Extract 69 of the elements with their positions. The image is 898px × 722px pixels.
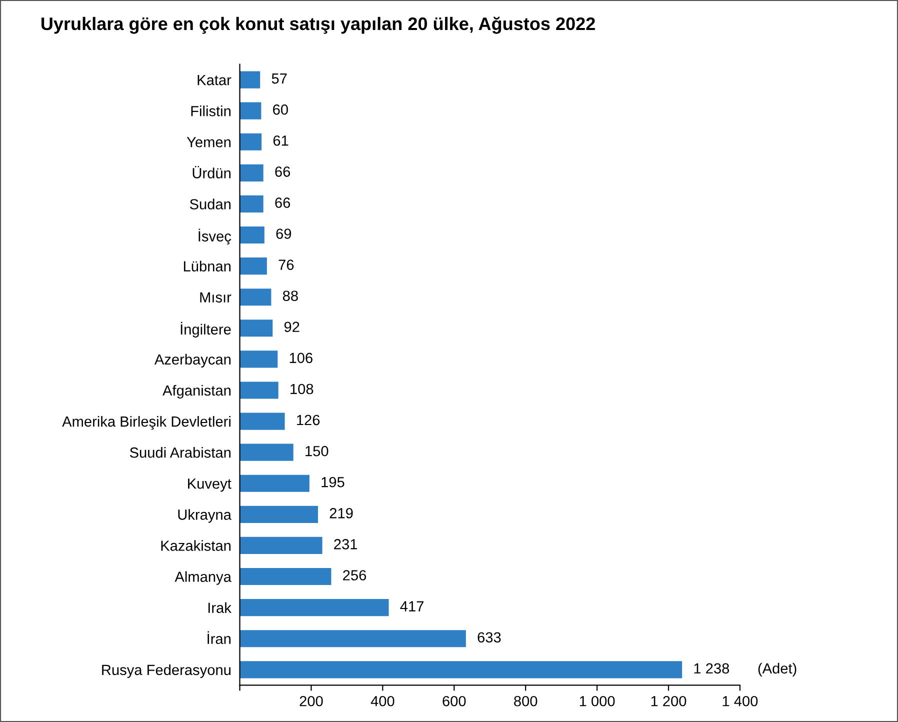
x-tick-label: 1 200 <box>651 696 686 706</box>
bar <box>240 288 272 306</box>
text: (Adet) <box>758 662 796 676</box>
bar <box>240 506 318 523</box>
x-tick-label: 200 <box>300 696 323 706</box>
data-label: 256 <box>343 570 366 580</box>
bar <box>240 164 264 182</box>
y-tick-label: Irak <box>208 602 232 613</box>
y-tick-label: Mısır <box>200 292 232 303</box>
data-label: 633 <box>478 632 501 643</box>
bar <box>240 474 310 492</box>
data-label: 92 <box>284 322 300 332</box>
bar <box>240 320 273 337</box>
bar <box>240 133 262 150</box>
bar <box>240 71 260 88</box>
bar <box>240 444 294 461</box>
bar <box>240 630 466 648</box>
bar <box>240 599 389 616</box>
bar <box>240 195 264 213</box>
y-tick-label: Azerbaycan <box>154 354 230 368</box>
data-label: 108 <box>290 384 314 394</box>
y-tick-label: Rusya Federasyonu <box>102 664 230 678</box>
bar <box>240 258 267 275</box>
data-label: 69 <box>276 228 292 239</box>
x-tick-label: 800 <box>514 696 538 706</box>
x-tick-label: 1 000 <box>580 696 615 706</box>
bar <box>240 412 285 430</box>
x-tick-label: 1 400 <box>722 696 758 706</box>
bar <box>240 102 262 120</box>
y-tick-label: Filistin <box>191 106 230 116</box>
data-label: 150 <box>306 446 328 456</box>
y-tick-label: Ürdün <box>192 166 230 178</box>
y-tick-label: Almanya <box>174 571 232 585</box>
data-label: 1 238 <box>694 663 730 674</box>
x-tick-label: 400 <box>370 696 394 706</box>
y-tick-label: Suudi Arabistan <box>130 447 230 458</box>
data-label: 219 <box>330 508 353 518</box>
data-label: 66 <box>275 166 290 177</box>
y-tick-label: Katar <box>198 75 232 86</box>
x-tick-label: 600 <box>442 696 466 706</box>
y-tick-label: Afganistan <box>162 384 230 399</box>
data-label: 126 <box>297 414 320 426</box>
chart-title: Uyruklara göre en çok konut satışı yapılan 20 ülke, Ağustos 2022 <box>41 16 595 34</box>
data-label: 61 <box>273 135 288 146</box>
bar <box>240 350 278 368</box>
data-label: 417 <box>400 601 424 612</box>
y-tick-label: Kuveyt <box>188 478 232 492</box>
bar <box>240 226 264 244</box>
data-label: 88 <box>282 290 298 302</box>
y-tick-label: Lübnan <box>184 260 230 272</box>
bar <box>240 661 682 678</box>
data-label: 231 <box>334 539 358 550</box>
bar <box>240 536 322 554</box>
y-tick-label: İsveç <box>198 228 232 244</box>
y-tick-label: Sudan <box>190 198 230 210</box>
data-label: 57 <box>272 74 287 84</box>
data-label: 106 <box>290 352 312 364</box>
bar <box>240 568 332 586</box>
y-tick-label: İngiltere <box>180 322 231 338</box>
y-tick-label: İran <box>208 631 230 644</box>
data-label: 76 <box>278 260 294 270</box>
data-label: 60 <box>273 104 288 115</box>
y-tick-label: Kazakistan <box>161 540 230 551</box>
bar <box>240 382 278 399</box>
data-label: 66 <box>275 198 290 208</box>
y-tick-label: Amerika Birleşik Devletleri <box>62 416 230 430</box>
y-tick-label: Ukrayna <box>178 509 232 523</box>
data-label: 195 <box>322 476 344 488</box>
y-tick-label: Yemen <box>186 137 230 148</box>
